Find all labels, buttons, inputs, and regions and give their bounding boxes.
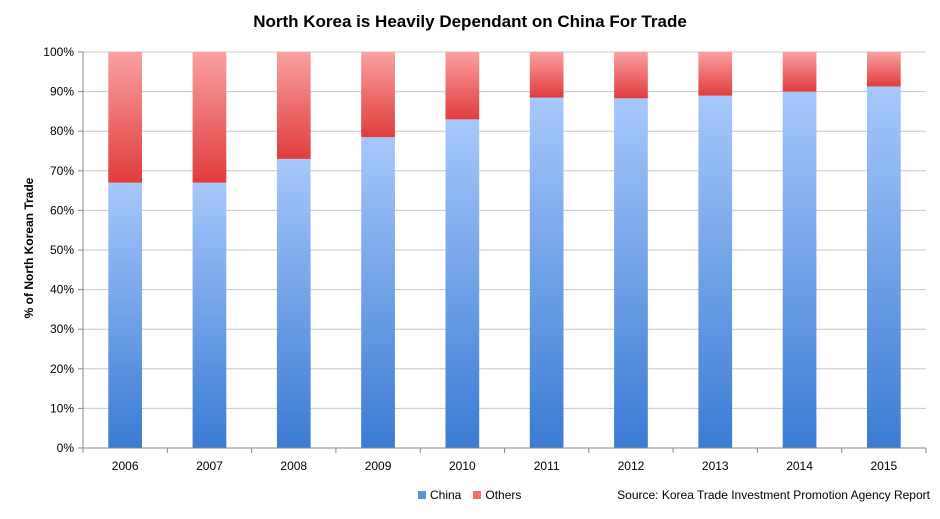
bar-china-2014: [782, 91, 817, 448]
bar-china-2015: [866, 86, 901, 449]
y-tick-label: 10%: [50, 401, 74, 415]
bar-others-2006: [108, 52, 143, 183]
x-tick-label: 2007: [196, 459, 223, 473]
bar-china-2007: [192, 182, 227, 448]
x-tick-label: 2015: [870, 459, 897, 473]
bar-china-2009: [361, 137, 395, 448]
y-tick-label: 40%: [50, 283, 74, 297]
bar-others-2009: [361, 52, 395, 138]
y-tick-label: 60%: [50, 203, 74, 217]
y-tick-label: 80%: [50, 124, 74, 138]
bar-china-2010: [445, 119, 480, 448]
y-tick-label: 30%: [50, 322, 74, 336]
legend-item-others: Others: [473, 488, 521, 502]
bar-others-2015: [866, 52, 901, 87]
x-tick-label: 2010: [449, 459, 476, 473]
y-axis-label: % of North Korean Trade: [22, 177, 36, 318]
axes: % of North Korean Trade 0% 10% 20% 30% 40% 50…: [22, 45, 927, 473]
bar-others-2010: [445, 52, 480, 120]
bar-china-2008: [276, 158, 311, 449]
bar-others-2007: [192, 52, 227, 183]
bar-china-2011: [529, 97, 564, 448]
bar-others-2012: [614, 52, 648, 99]
y-tick-label: 100%: [43, 45, 74, 59]
bar-others-2008: [276, 52, 311, 159]
bar-others-2014: [782, 52, 817, 92]
bar-china-2012: [614, 98, 648, 448]
x-tick-label: 2009: [365, 459, 392, 473]
bar-china-2006: [108, 182, 143, 448]
x-tick-label: 2006: [112, 459, 139, 473]
x-tick-label: 2012: [618, 459, 645, 473]
legend-swatch-others: [473, 491, 482, 499]
bar-others-2013: [698, 52, 733, 96]
x-tick-label: 2014: [786, 459, 813, 473]
legend: China Others: [418, 488, 533, 502]
y-tick-label: 70%: [50, 164, 74, 178]
legend-label-china: China: [430, 488, 462, 502]
legend-label-others: Others: [485, 488, 522, 502]
source-note: Source: Korea Trade Investment Promotion…: [617, 488, 930, 502]
y-tick-label: 50%: [50, 243, 74, 257]
x-tick-label: 2013: [702, 459, 729, 473]
legend-swatch-china: [418, 491, 426, 499]
x-tick-label: 2008: [280, 459, 307, 473]
chart-title: North Korea is Heavily Dependant on Chin…: [253, 12, 687, 31]
legend-item-china: China: [418, 488, 461, 502]
bar-others-2011: [529, 52, 564, 98]
y-tick-label: 90%: [50, 85, 74, 99]
y-tick-label: 0%: [57, 441, 75, 455]
x-tick-label: 2011: [534, 459, 560, 473]
bar-china-2013: [698, 95, 733, 448]
bars: [108, 52, 901, 449]
y-tick-label: 20%: [50, 362, 74, 376]
